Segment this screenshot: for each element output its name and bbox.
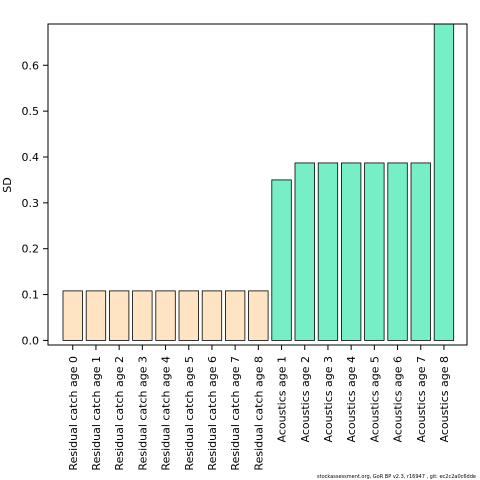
x-tick-label: Residual catch age 0 <box>67 356 80 471</box>
y-tick-label: 0.2 <box>22 243 40 256</box>
x-tick-label: Residual catch age 3 <box>136 356 149 471</box>
y-tick-label: 0.1 <box>22 289 40 302</box>
x-tick-label: Acoustics age 4 <box>345 356 358 442</box>
bar <box>248 290 269 341</box>
bar <box>62 290 83 341</box>
bar <box>271 179 292 341</box>
bar <box>155 290 176 341</box>
bar <box>294 162 315 341</box>
x-tick-label: Acoustics age 8 <box>438 356 451 442</box>
y-tick-label: 0.6 <box>22 59 40 72</box>
x-tick-label: Residual catch age 4 <box>160 356 173 471</box>
x-tick-label: Acoustics age 7 <box>415 356 428 442</box>
bar <box>85 290 107 341</box>
y-tick-label: 0.5 <box>22 105 40 118</box>
bar <box>410 162 431 341</box>
bar <box>109 290 130 341</box>
x-tick-label: Residual catch age 2 <box>113 356 126 471</box>
x-tick-label: Acoustics age 2 <box>299 356 312 442</box>
y-tick-label: 0.0 <box>22 334 40 347</box>
y-tick-label: 0.4 <box>22 151 40 164</box>
footer-credit: stockassessment.org, GoR BP v2.3, r16947… <box>317 474 476 480</box>
x-tick-label: Residual catch age 5 <box>183 356 196 471</box>
x-axis: Residual catch age 0 Residual catch age 1… <box>67 345 451 471</box>
bar <box>201 290 223 341</box>
plot-frame <box>47 23 468 346</box>
bar <box>433 23 455 341</box>
bar <box>178 290 199 341</box>
y-axis: 0.0 0.1 0.2 0.3 0.4 0.5 0.6 <box>22 59 48 347</box>
x-tick-label: Acoustics age 3 <box>322 356 335 442</box>
bar <box>387 162 408 341</box>
bar <box>340 162 362 341</box>
x-tick-label: Residual catch age 7 <box>229 356 242 471</box>
bar <box>364 162 385 341</box>
y-axis-title: SD <box>1 177 14 192</box>
bar <box>224 290 246 341</box>
x-tick-label: Residual catch age 6 <box>206 356 219 471</box>
x-tick-label: Acoustics age 6 <box>392 356 405 442</box>
bars-group <box>62 23 455 341</box>
y-tick-label: 0.3 <box>22 197 40 210</box>
x-tick-label: Residual catch age 8 <box>252 356 265 471</box>
bar <box>317 162 339 341</box>
x-tick-label: Acoustics age 5 <box>368 356 381 442</box>
x-tick-label: Acoustics age 1 <box>276 356 289 442</box>
x-tick-label: Residual catch age 1 <box>90 356 103 471</box>
bar <box>132 290 153 341</box>
